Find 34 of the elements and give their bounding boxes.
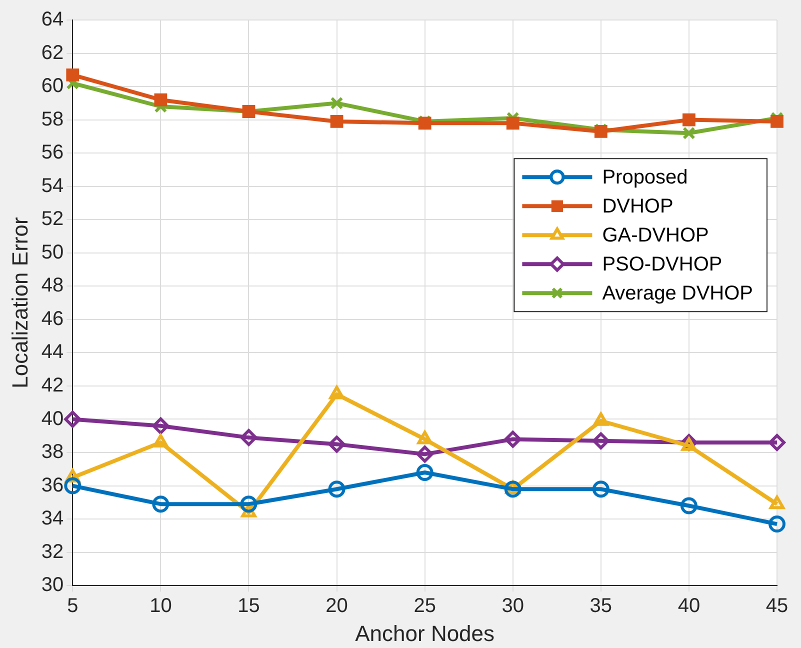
y-tick-label: 64 <box>41 8 64 31</box>
x-tick-label: 25 <box>414 595 436 618</box>
legend-label: PSO-DVHOP <box>602 254 722 276</box>
y-tick-label: 50 <box>41 241 64 264</box>
legend-label: GA-DVHOP <box>602 224 709 247</box>
y-tick-label: 38 <box>41 441 64 464</box>
y-tick-label: 52 <box>41 208 64 230</box>
y-axis-title: Localization Error <box>7 217 32 388</box>
y-tick-label: 54 <box>41 174 64 197</box>
legend-label: Average DVHOP <box>602 282 753 305</box>
y-tick-label: 60 <box>41 75 64 98</box>
x-tick-label: 20 <box>326 595 348 618</box>
y-tick-label: 36 <box>41 474 64 496</box>
y-tick-label: 58 <box>41 108 64 130</box>
y-tick-label: 30 <box>41 574 64 596</box>
x-tick-label: 15 <box>238 595 260 618</box>
x-tick-label: 35 <box>590 595 612 618</box>
x-axis-title: Anchor Nodes <box>355 620 495 646</box>
y-tick-label: 44 <box>41 341 64 364</box>
y-tick-label: 62 <box>41 42 64 64</box>
x-tick-label: 45 <box>766 595 788 618</box>
y-tick-label: 42 <box>41 374 64 396</box>
x-tick-label: 5 <box>67 595 78 618</box>
y-tick-label: 56 <box>41 142 64 164</box>
x-tick-label: 40 <box>678 595 700 618</box>
x-tick-label: 10 <box>150 595 172 618</box>
y-tick-label: 34 <box>41 508 64 530</box>
legend-label: Proposed <box>602 166 688 189</box>
y-tick-label: 32 <box>41 540 64 563</box>
y-tick-label: 46 <box>41 308 64 330</box>
y-tick-label: 40 <box>41 408 64 430</box>
legend-label: DVHOP <box>602 196 674 218</box>
y-tick-label: 48 <box>41 274 64 297</box>
x-tick-label: 30 <box>502 595 524 618</box>
